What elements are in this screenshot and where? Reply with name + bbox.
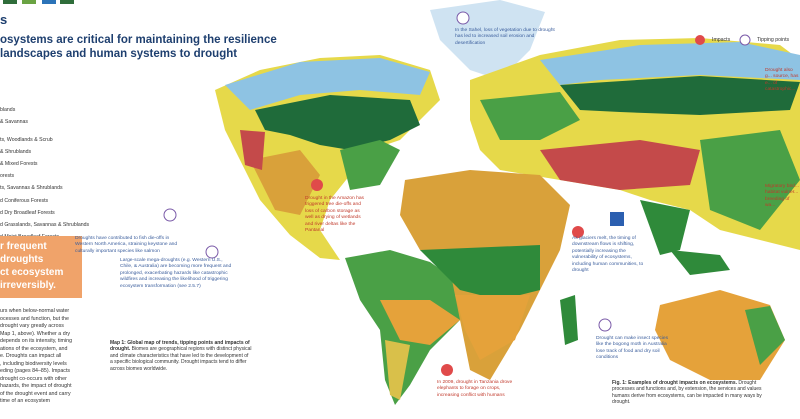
steppe xyxy=(540,140,700,190)
callout-line: ct ecosystem xyxy=(0,267,64,278)
body-line: urs when below-normal water xyxy=(0,308,70,314)
tab xyxy=(60,0,74,4)
annotation: Large-scale mega-droughts (e.g. Western … xyxy=(120,258,232,289)
legend-key: Impacts xyxy=(712,37,731,43)
temperate-forest xyxy=(480,92,580,140)
impact-icon xyxy=(572,226,584,238)
annotation: Drought can make insect species like the… xyxy=(596,336,669,361)
desert xyxy=(250,150,320,215)
body-line: of the drought event and carry xyxy=(0,390,71,397)
legend-item: & Mixed Forests xyxy=(0,161,38,167)
figure-caption: Fig. 1: Examples of drought impacts on e… xyxy=(612,380,762,406)
tipping-icon xyxy=(739,34,751,46)
legend-item: ts, Woodlands & Scrub xyxy=(0,136,53,143)
legend-item: blands xyxy=(0,107,16,113)
body-line: eding (pages 84–85). Impacts xyxy=(0,368,71,374)
annotation: As glaciers melt, the timing of downstre… xyxy=(572,236,644,274)
body-line: drought co-occurs with other xyxy=(0,375,67,382)
impact-icon xyxy=(311,179,323,191)
impact-icon xyxy=(441,364,453,376)
title-line: osystems are critical for maintaining th… xyxy=(0,34,277,46)
body-line: e. Droughts can impact all xyxy=(0,353,62,359)
map-caption: Map 1: Global map of trends, tipping poi… xyxy=(110,340,252,372)
body-line: ocesses and function, but the xyxy=(0,315,69,322)
savanna xyxy=(380,300,460,345)
annotation: Drought in the Amazon has triggered tree… xyxy=(305,196,364,234)
grassland xyxy=(385,340,410,400)
tab xyxy=(22,0,36,4)
body-line: depends on its intensity, timing xyxy=(0,338,73,344)
body-line: drought vary greatly across xyxy=(0,323,64,329)
legend-item: ts, Savannas & Shrublands xyxy=(0,185,63,192)
title: osystems are critical for maintaining th… xyxy=(0,33,277,61)
body-text: urs when below-normal water ocesses and f… xyxy=(0,308,84,406)
tab xyxy=(3,0,17,4)
annotation: Migratory bird... habitat vulner... bree… xyxy=(765,184,799,209)
annotation: In the Sahel, loss of vegetation due to … xyxy=(455,28,555,46)
annotation: Droughts have contributed to fish die-of… xyxy=(75,236,178,254)
tab xyxy=(42,0,56,4)
east-asia-forest xyxy=(700,130,800,230)
savanna xyxy=(455,295,530,360)
legend: blands & Savannas ts, Woodlands & Scrub & S… xyxy=(0,104,89,243)
rainforest xyxy=(420,245,540,300)
tundra xyxy=(225,58,430,110)
legend-item: d Coniferous Forests xyxy=(0,197,49,204)
map-caption-title: Map 1: Global map of trends, tipping poi… xyxy=(110,340,250,353)
callout: r frequent droughts ct ecosystem irrevers… xyxy=(0,236,82,298)
body-line: , including biodiversity levels xyxy=(0,360,67,367)
mediterranean xyxy=(240,130,265,170)
legend-item: d Dry Broadleaf Forests xyxy=(0,209,55,216)
section-heading: s xyxy=(0,12,8,27)
top-strip xyxy=(0,0,800,5)
tipping-icon xyxy=(456,11,470,25)
boreal xyxy=(255,95,420,150)
temperate-forest xyxy=(340,140,400,190)
body-line: Map 1, above). Whether a dry xyxy=(0,330,71,337)
tundra xyxy=(540,42,800,85)
callout-line: r frequent droughts xyxy=(0,241,47,265)
legend-item: & Shrublands xyxy=(0,148,32,155)
madagascar xyxy=(560,295,578,345)
body-line: time of an ecosystem xyxy=(0,398,51,404)
tipping-icon xyxy=(205,245,219,259)
body-line: hazards, the impact of drought xyxy=(0,383,72,389)
callout-line: irreversibly. xyxy=(0,280,56,291)
body-line: ations of the ecosystem, and xyxy=(0,345,68,352)
tipping-icon xyxy=(598,318,612,332)
legend-item: orests xyxy=(0,173,15,180)
impact-icon xyxy=(695,35,705,45)
annotation: Drought also g... source, has e... of ca… xyxy=(765,68,799,93)
figure-caption-title: Fig. 1: Examples of drought impacts on e… xyxy=(612,380,738,386)
tipping-icon xyxy=(163,208,177,222)
word-icon xyxy=(610,212,624,226)
figure-caption-text: Drought processes and functions and, by … xyxy=(612,380,762,406)
title-line: landscapes and human systems to drought xyxy=(0,48,238,60)
legend-item: & Savannas xyxy=(0,119,28,126)
annotation: In 2009, drought in Tanzania drove eleph… xyxy=(437,380,513,398)
legend-key: Tipping points xyxy=(757,37,790,43)
boreal xyxy=(560,76,800,115)
legend-item: d Grasslands, Savannas & Shrublands xyxy=(0,222,90,229)
indonesia xyxy=(670,250,730,275)
map-caption-text: Biomes are geographical regions with dis… xyxy=(110,346,252,372)
south-asia xyxy=(640,200,690,255)
australia-east xyxy=(745,306,785,365)
